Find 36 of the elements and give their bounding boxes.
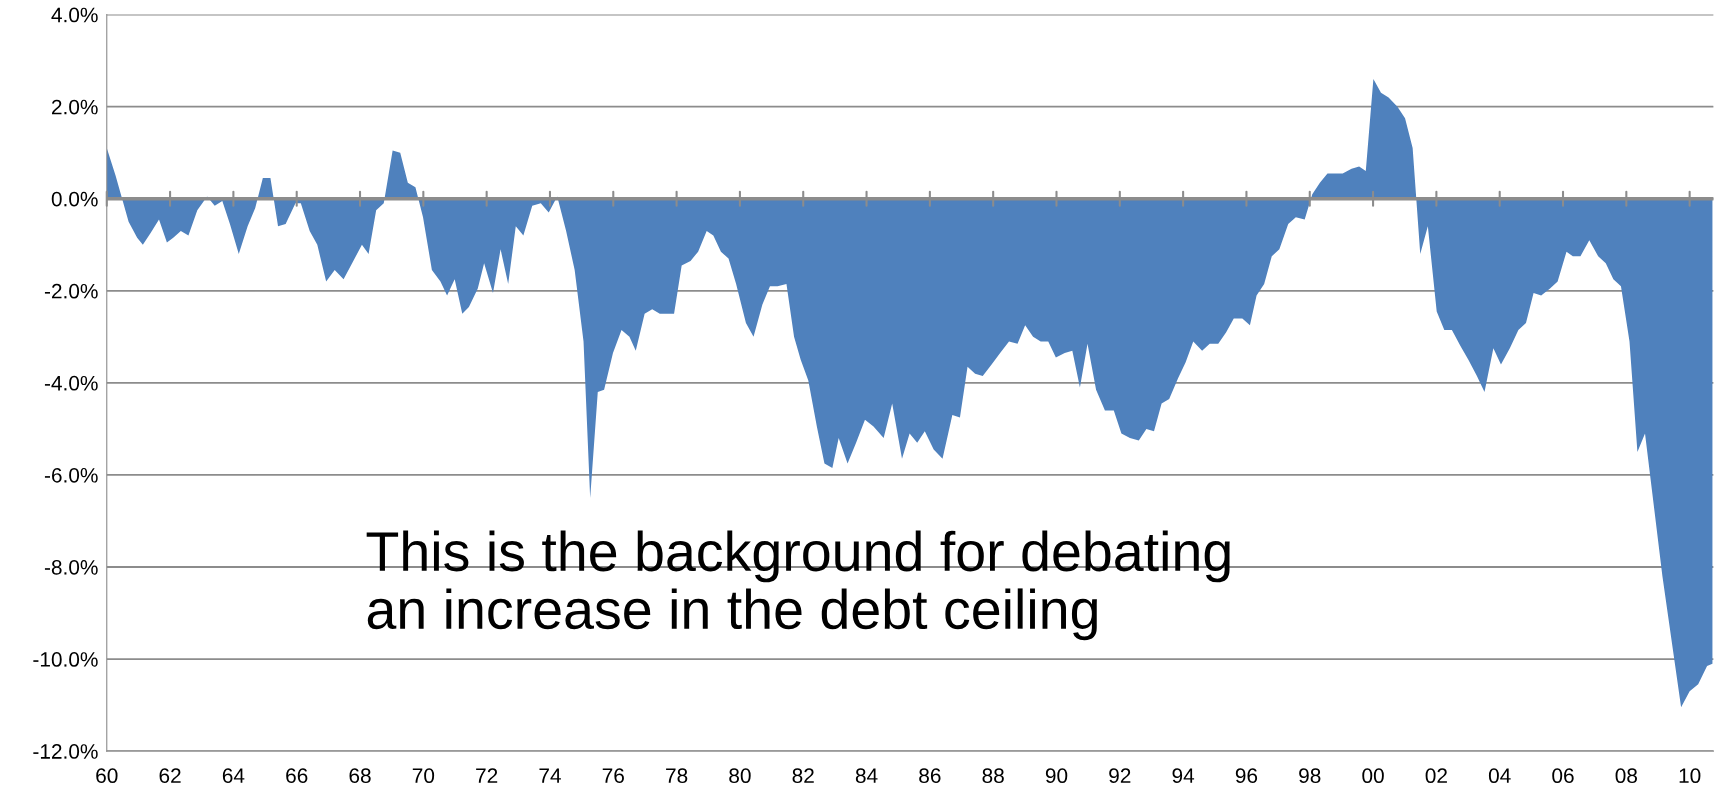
x-tick-label: 72 (476, 768, 498, 783)
y-tick-label: 0.0% (51, 191, 98, 207)
x-tick-label: 78 (666, 768, 688, 784)
y-tick-label: -4.0% (44, 375, 98, 391)
y-tick-label: 4.0% (51, 7, 98, 23)
y-tick-label: 2.0% (52, 99, 98, 115)
x-tick-label: 96 (1235, 768, 1258, 784)
x-tick-label: 70 (412, 768, 435, 784)
x-tick-label: 02 (1425, 768, 1447, 784)
x-tick-label: 10 (1679, 768, 1701, 784)
x-tick-label: 88 (982, 768, 1004, 784)
x-tick-label: 90 (1045, 768, 1068, 784)
x-tick-label: 98 (1299, 768, 1321, 784)
x-tick-label: 84 (855, 768, 878, 784)
y-tick-label: -12.0% (33, 744, 98, 759)
x-tick-label: 00 (1362, 768, 1384, 784)
y-tick-label: -6.0% (44, 467, 98, 483)
x-tick-label: 60 (96, 768, 118, 784)
x-tick-label: 06 (1552, 768, 1574, 784)
x-tick-label: 92 (1109, 768, 1131, 784)
x-tick-label: 76 (602, 768, 624, 784)
annotation: This is the background for debating an increase in the debt ceiling (366, 530, 1230, 641)
x-tick-label: 62 (159, 768, 181, 784)
x-tick-label: 68 (349, 768, 371, 784)
y-tick-label: -8.0% (44, 559, 98, 575)
y-tick-label: -2.0% (44, 283, 98, 299)
x-tick-label: 04 (1488, 768, 1511, 784)
x-tick-label: 08 (1615, 768, 1638, 784)
x-tick-label: 74 (539, 768, 561, 783)
x-tick-label: 94 (1172, 768, 1195, 784)
x-tick-label: 82 (792, 768, 814, 784)
x-tick-label: 66 (286, 768, 308, 784)
y-tick-label: -10.0% (33, 652, 98, 667)
x-tick-label: 86 (919, 768, 941, 784)
x-tick-label: 80 (729, 768, 751, 784)
x-tick-label: 64 (222, 768, 245, 784)
